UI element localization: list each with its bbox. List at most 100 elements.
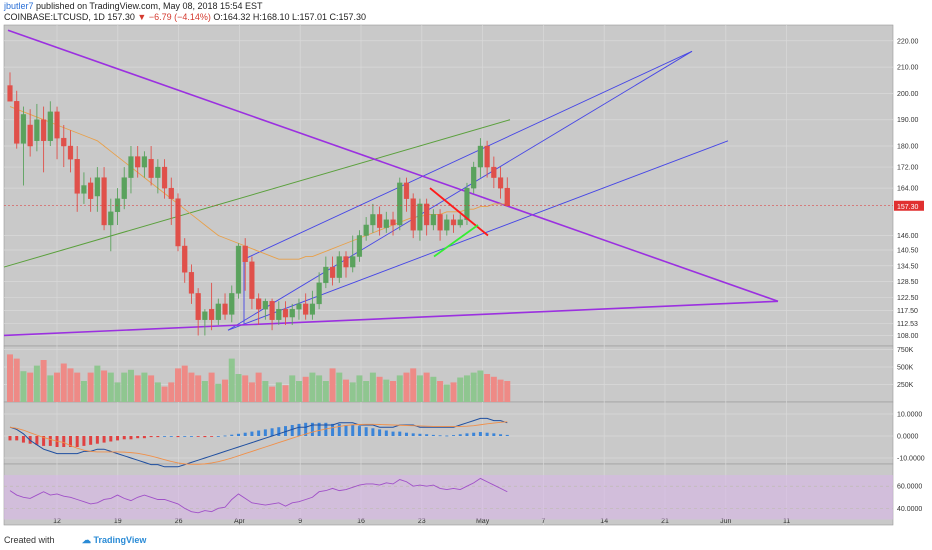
volume-bar [410,368,417,402]
macd-histogram-bar [243,432,247,436]
candle-body [121,177,127,199]
candle-body [188,272,195,294]
rsi-tick-label: 40.0000 [897,506,922,513]
macd-histogram-bar [176,436,180,438]
tradingview-logo[interactable]: ☁ TradingView [82,535,146,546]
volume-bar [148,375,155,402]
volume-bar [60,363,67,402]
channel-lower [227,50,693,331]
volume-bar [175,368,181,402]
volume-bar [504,381,511,402]
purple-uptrend [3,300,779,337]
volume-tick-label: 250K [897,382,914,389]
y-tick-label: 190.00 [897,117,919,124]
candle-body [256,298,262,310]
volume-bar [403,372,410,402]
volume-bar [470,372,477,402]
candle-body [363,224,369,236]
candle-body [370,214,376,226]
candle-body [161,166,168,189]
macd-histogram-bar [304,422,308,436]
macd-histogram-bar [499,434,503,436]
macd-line [9,417,508,468]
macd-histogram-bar [203,436,207,438]
macd-histogram-bar [284,426,288,436]
volume-bar [228,358,235,402]
candle-body [397,182,403,226]
y-tick-label: 164.00 [897,186,919,193]
volume-bar [316,375,323,402]
macd-histogram-bar [364,427,368,436]
volume-bar [7,354,13,402]
macd-histogram-bar [378,429,382,436]
volume-bar [369,372,376,402]
volume-bar [20,371,27,402]
x-tick-label: 11 [783,518,790,525]
change-label: ▼ −6.79 (−4.14%) [137,12,211,22]
candle-body [235,245,242,294]
volume-tick-label: 750K [897,347,914,354]
macd-histogram-bar [324,422,328,436]
macd-histogram-bar [425,434,429,436]
volume-bar [302,376,309,402]
candle-body [175,198,181,247]
volume-bar [181,365,188,402]
y-tick-label: 200.00 [897,91,919,98]
macd-histogram-bar [465,433,469,436]
candle-body [195,293,201,320]
volume-bar [67,368,74,402]
candle-body [262,301,268,310]
candle-body [81,185,87,194]
volume-bar [107,372,114,402]
candle-body [41,119,47,141]
candle-body [377,214,383,228]
candle-body [457,219,463,226]
volume-bar [275,382,282,402]
macd-histogram-bar [290,425,294,436]
volume-bar [13,358,20,402]
candle-body [403,182,410,199]
publish-info: published on TradingView.com, May 08, 20… [36,1,263,11]
volume-bar [376,376,383,402]
volume-bar [289,375,296,402]
macd-histogram-bar [391,431,395,436]
macd-histogram-bar [89,436,93,445]
macd-histogram-bar [95,436,99,444]
candle-body [54,111,60,139]
candle-body [356,235,363,257]
macd-histogram-bar [297,423,301,436]
volume-bar [430,376,437,402]
volume-bar [295,381,302,402]
volume-bar [94,365,101,402]
volume-bar [33,365,40,402]
candle-body [222,303,228,315]
candle-body [336,256,342,278]
macd-histogram-bar [257,430,261,436]
volume-bar [74,372,81,402]
channel-upper [243,50,693,260]
candle-body [34,119,40,141]
macd-histogram-bar [250,431,254,436]
last-price-tag [894,200,924,211]
candle-body [477,145,484,168]
author-link[interactable]: jbutler7 [4,1,34,11]
volume-bar [168,382,175,402]
candle-body [316,282,322,305]
volume-bar [309,372,316,402]
macd-histogram-bar [236,433,240,436]
symbol-line: COINBASE:LTCUSD, 1D 157.30 ▼ −6.79 (−4.1… [4,12,366,22]
candle-body [61,137,67,147]
volume-bar [141,372,148,402]
volume-bar [127,369,134,402]
y-tick-label: 146.00 [897,233,919,240]
y-tick-label: 117.50 [897,308,918,315]
volume-bar [457,377,464,402]
candle-body [74,158,80,194]
last-price-tag-label: 157.30 [897,204,919,211]
macd-histogram-bar [189,436,193,437]
macd-histogram-bar [431,434,435,436]
macd-histogram-bar [102,436,106,443]
x-tick-label: Apr [234,518,246,525]
macd-histogram-bar [351,425,355,436]
